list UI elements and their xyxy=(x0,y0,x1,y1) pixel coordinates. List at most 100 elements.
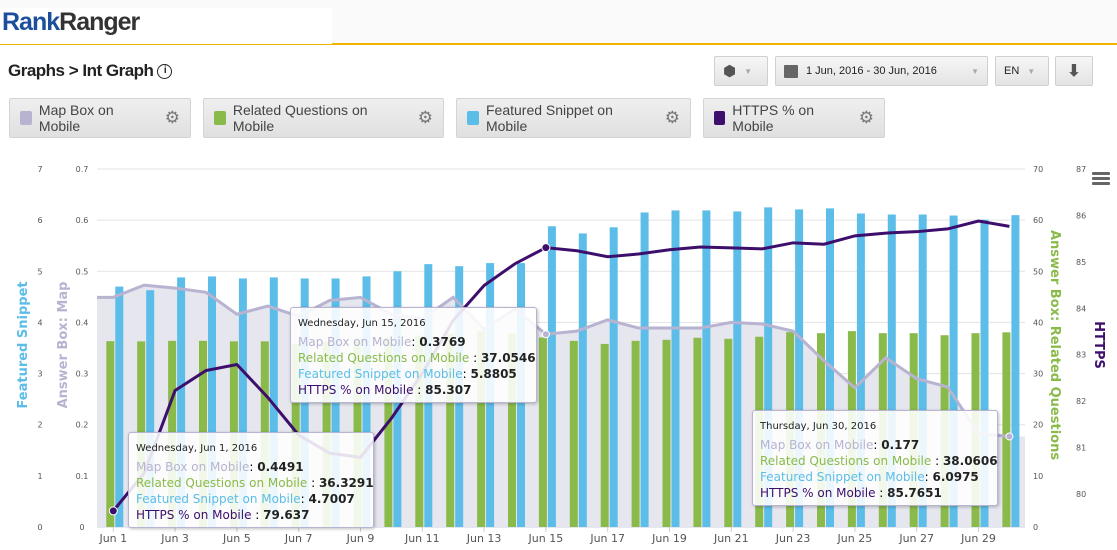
color-swatch xyxy=(714,111,726,125)
legend-label: Related Questions on Mobile xyxy=(232,102,368,134)
tooltip-value: 4.7007 xyxy=(308,492,355,506)
page-title: Graphs > Int Graph i xyxy=(8,61,173,81)
cube-dropdown-button[interactable]: ⬢ ▼ xyxy=(714,56,768,86)
x-tick-label: Jun 17 xyxy=(589,532,625,545)
related-axis-tick: 40 xyxy=(1033,318,1043,327)
gear-icon[interactable]: ⚙ xyxy=(417,108,433,127)
tooltip-row: Map Box on Mobile: 0.177 xyxy=(760,437,990,453)
info-icon[interactable]: i xyxy=(157,63,173,79)
featured-snippet-bar xyxy=(547,226,556,527)
tooltip-separator: : xyxy=(469,351,481,365)
legend-label: HTTPS % on Mobile xyxy=(732,102,814,134)
top-bar: RankRanger xyxy=(0,0,1117,45)
featured-snippet-bar xyxy=(269,277,278,527)
tooltip-jun-1: Wednesday, Jun 1, 2016 Map Box on Mobile:… xyxy=(128,432,374,528)
chart-menu-icon[interactable] xyxy=(1092,172,1110,187)
map-axis-tick: 0.3 xyxy=(76,370,89,379)
rankranger-logo[interactable]: RankRanger xyxy=(2,8,140,37)
tooltip-label: HTTPS % on Mobile xyxy=(298,383,414,397)
featured-snippet-bar xyxy=(578,233,587,527)
https-line xyxy=(112,219,1010,512)
tooltip-row: HTTPS % on Mobile : 79.637 xyxy=(136,507,366,523)
gear-icon[interactable]: ⚙ xyxy=(858,108,874,127)
related-axis-tick: 20 xyxy=(1033,421,1043,430)
tooltip-date: Wednesday, Jun 15, 2016 xyxy=(298,318,426,329)
https-axis-tick: 83 xyxy=(1076,351,1086,360)
x-tick-label: Jun 9 xyxy=(346,532,375,545)
tooltip-label: Featured Snippet on Mobile xyxy=(760,470,925,484)
gear-icon[interactable]: ⚙ xyxy=(664,108,680,127)
featured-axis-tick: 5 xyxy=(37,267,42,276)
tooltip-row: Map Box on Mobile: 0.4491 xyxy=(136,459,366,475)
featured-axis-tick: 4 xyxy=(37,318,42,327)
featured-snippet-bar xyxy=(795,209,804,527)
tooltip-separator: : xyxy=(873,438,882,452)
gear-icon[interactable]: ⚙ xyxy=(164,108,180,127)
featured-axis-tick: 3 xyxy=(37,370,42,379)
x-tick-label: Jun 3 xyxy=(160,532,189,545)
date-range-value: 1 Jun, 2016 - 30 Jun, 2016 xyxy=(806,65,937,77)
logo-part-rank: Rank xyxy=(2,8,60,36)
legend-item-related-questions[interactable]: Related Questions on Mobile ⚙ xyxy=(203,98,444,138)
breadcrumb: Graphs > Int Graph xyxy=(8,61,154,80)
featured-snippet-bar xyxy=(856,213,865,527)
logo-container xyxy=(0,8,332,44)
https-axis-tick: 81 xyxy=(1076,444,1086,453)
featured-axis-title: Featured Snippet xyxy=(16,281,31,408)
tooltip-value: 5.8805 xyxy=(470,367,517,381)
map-axis-tick: 0.1 xyxy=(76,472,89,481)
tooltip-separator: : xyxy=(300,492,309,506)
date-range-picker[interactable]: 1 Jun, 2016 - 30 Jun, 2016 ▼ xyxy=(775,56,988,86)
tooltip-label: Related Questions on Mobile xyxy=(136,476,308,490)
https-point-marker xyxy=(108,506,118,516)
featured-axis-tick: 2 xyxy=(37,421,42,430)
tooltip-value: 0.3769 xyxy=(419,335,466,349)
tooltip-value: 37.0546 xyxy=(480,351,536,365)
tooltip-value: 0.177 xyxy=(881,438,920,452)
language-dropdown[interactable]: EN ▼ xyxy=(995,56,1049,86)
map-axis-tick: 0.5 xyxy=(76,267,89,276)
legend-label: Map Box on Mobile xyxy=(38,102,114,134)
related-axis-title: Answer Box: Related Questions xyxy=(1047,230,1062,460)
x-tick-label: Jun 21 xyxy=(713,532,749,545)
featured-snippet-bar xyxy=(146,290,155,527)
tooltip-row: Featured Snippet on Mobile: 5.8805 xyxy=(298,366,529,382)
tooltip-label: Related Questions on Mobile xyxy=(298,351,470,365)
related-axis-tick: 10 xyxy=(1033,472,1043,481)
map-axis-title: Answer Box: Map xyxy=(56,282,71,409)
related-questions-bar xyxy=(384,337,393,527)
x-tick-label: Jun 25 xyxy=(837,532,873,545)
legend-item-map-box[interactable]: Map Box on Mobile ⚙ xyxy=(9,98,191,138)
tooltip-label: Related Questions on Mobile xyxy=(760,454,932,468)
featured-snippet-bar xyxy=(208,276,216,527)
caret-down-icon: ▼ xyxy=(744,66,753,76)
tooltip-row: Related Questions on Mobile : 37.0546 xyxy=(298,350,536,366)
tooltip-row: Related Questions on Mobile : 36.3291 xyxy=(136,475,374,491)
related-questions-bar xyxy=(1002,332,1011,527)
map-axis-tick: 0.7 xyxy=(76,165,89,174)
tooltip-row: HTTPS % on Mobile : 85.7651 xyxy=(760,485,990,501)
related-questions-bar xyxy=(508,333,516,527)
featured-snippet-bar xyxy=(887,214,896,527)
tooltip-separator: : xyxy=(249,460,258,474)
tooltip-separator: : xyxy=(251,508,264,522)
featured-snippet-bar xyxy=(980,219,989,528)
related-questions-bar xyxy=(631,340,640,527)
tooltip-value: 85.7651 xyxy=(887,486,942,500)
related-questions-bar xyxy=(600,343,609,527)
tooltip-row: Featured Snippet on Mobile: 6.0975 xyxy=(760,469,990,485)
legend-item-https[interactable]: HTTPS % on Mobile ⚙ xyxy=(703,98,885,138)
tooltip-value: 0.4491 xyxy=(257,460,304,474)
featured-snippet-bar xyxy=(918,214,927,527)
related-questions-bar xyxy=(477,331,486,527)
x-tick-label: Jun 23 xyxy=(775,532,811,545)
tooltip-date: Thursday, Jun 30, 2016 xyxy=(760,421,877,432)
https-axis-tick: 82 xyxy=(1076,397,1086,406)
featured-snippet-bar xyxy=(949,215,958,528)
map-point-marker xyxy=(1005,432,1014,441)
download-icon: ⬇ xyxy=(1067,63,1081,80)
legend-item-featured-snippet[interactable]: Featured Snippet on Mobile ⚙ xyxy=(456,98,691,138)
tooltip-label: HTTPS % on Mobile xyxy=(136,508,252,522)
featured-snippet-bar xyxy=(640,212,649,527)
download-button[interactable]: ⬇ xyxy=(1055,56,1093,86)
